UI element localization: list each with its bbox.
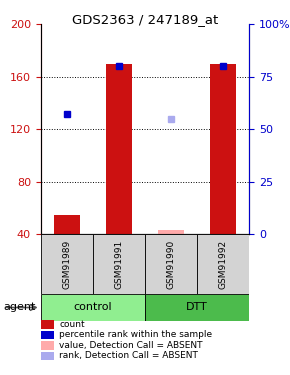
Bar — [41, 234, 93, 294]
Text: control: control — [73, 303, 112, 312]
Bar — [158, 230, 184, 234]
Text: DTT: DTT — [186, 303, 208, 312]
Bar — [145, 234, 197, 294]
Text: GDS2363 / 247189_at: GDS2363 / 247189_at — [72, 13, 218, 26]
Text: rank, Detection Call = ABSENT: rank, Detection Call = ABSENT — [59, 351, 198, 360]
Text: GSM91990: GSM91990 — [166, 240, 176, 289]
Text: value, Detection Call = ABSENT: value, Detection Call = ABSENT — [59, 341, 203, 350]
Bar — [106, 64, 132, 234]
Text: percentile rank within the sample: percentile rank within the sample — [59, 330, 213, 339]
Bar — [197, 234, 249, 294]
Bar — [145, 294, 249, 321]
Text: GSM91991: GSM91991 — [114, 240, 124, 289]
Text: count: count — [59, 320, 85, 329]
Bar — [54, 214, 80, 234]
Bar — [210, 64, 236, 234]
Text: GSM91989: GSM91989 — [62, 240, 71, 289]
Bar — [93, 234, 145, 294]
Bar — [41, 294, 145, 321]
Text: agent: agent — [3, 303, 35, 312]
Text: GSM91992: GSM91992 — [219, 240, 228, 289]
